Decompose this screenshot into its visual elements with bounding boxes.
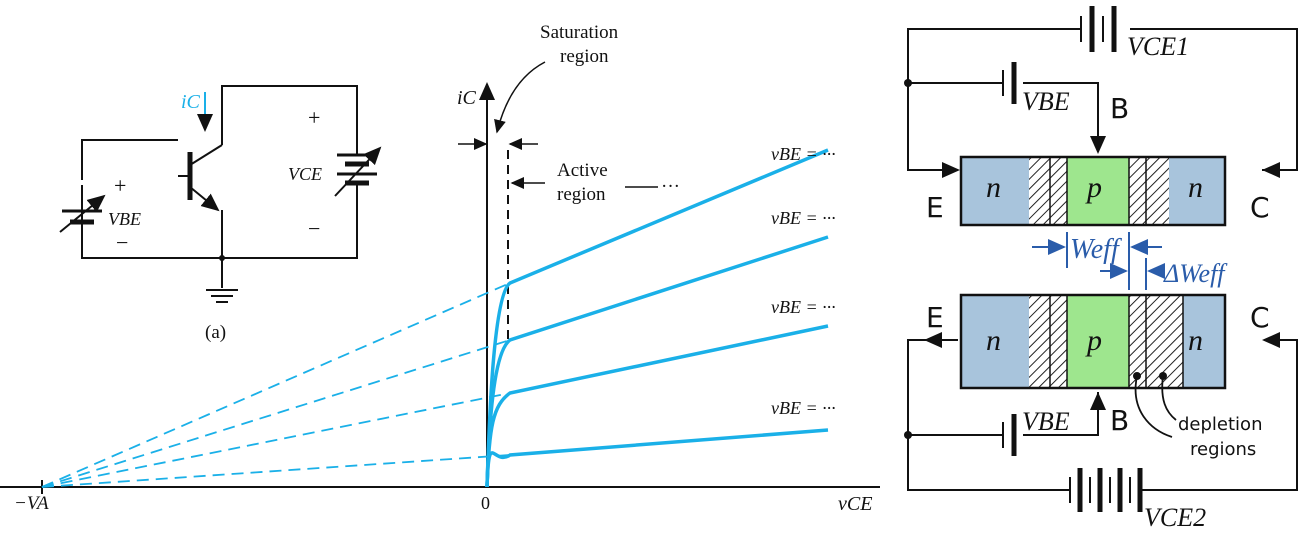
p-bottom: p bbox=[1085, 324, 1102, 357]
vce-label: VCE bbox=[288, 164, 322, 184]
n-left-top: n bbox=[986, 171, 1001, 204]
base-top-label: B bbox=[1110, 92, 1129, 125]
vbe-minus: − bbox=[116, 230, 128, 255]
vbe-label: VBE bbox=[108, 209, 141, 229]
transistor-top: VCE1 VBE B E C n p n bbox=[904, 6, 1298, 227]
width-markers: Weff ΔWeff bbox=[1032, 232, 1228, 290]
vbe-bottom-label: VBE bbox=[1022, 407, 1070, 436]
circuit-caption: (a) bbox=[205, 322, 226, 343]
vbe-top-label: VBE bbox=[1022, 87, 1070, 116]
saturation-label-1: Saturation bbox=[540, 22, 619, 43]
va-label: −VA bbox=[14, 493, 49, 514]
active-dots: ··· bbox=[661, 176, 680, 197]
depletion-label-1: depletion bbox=[1178, 414, 1262, 435]
weff-label: Weff bbox=[1070, 234, 1122, 265]
active-label-2: region bbox=[557, 184, 606, 205]
n-left-bottom: n bbox=[986, 324, 1001, 357]
active-label-1: Active bbox=[557, 160, 608, 181]
n-right-bottom: n bbox=[1188, 324, 1203, 357]
vce2-label: VCE2 bbox=[1144, 503, 1206, 532]
characteristic-curve-4 bbox=[485, 428, 829, 488]
p-top: p bbox=[1085, 171, 1102, 204]
n-right-top: n bbox=[1188, 171, 1203, 204]
delta-weff-label: ΔWeff bbox=[1163, 259, 1228, 288]
vce-plus: + bbox=[308, 105, 320, 130]
depletion-label-2: regions bbox=[1190, 439, 1256, 460]
ic-label: iC bbox=[181, 91, 201, 113]
extrapolation-line-1 bbox=[41, 282, 511, 488]
characteristic-graph: iC vCE 0 −VA Saturation region Active re… bbox=[0, 22, 880, 515]
vce1-label: VCE1 bbox=[1127, 32, 1189, 61]
vbe-plus: + bbox=[114, 173, 126, 198]
vce-minus: − bbox=[308, 216, 320, 241]
curve-label-4: vBE = ··· bbox=[771, 398, 836, 418]
extrapolation-line-3 bbox=[41, 392, 511, 488]
emitter-bottom-label: E bbox=[926, 301, 944, 334]
characteristic-curve-1 bbox=[485, 148, 829, 488]
extrapolation-line-2 bbox=[41, 339, 511, 488]
x-axis-label: vCE bbox=[838, 493, 872, 515]
curve-label-3: vBE = ··· bbox=[771, 297, 836, 317]
circuit-schematic: iC + VBE − + VCE − (a) bbox=[59, 85, 382, 343]
collector-top-label: C bbox=[1250, 191, 1270, 224]
extrapolation-line-4 bbox=[41, 454, 511, 488]
emitter-top-label: E bbox=[926, 191, 944, 224]
y-axis-label: iC bbox=[457, 87, 477, 109]
curve-label-1: vBE = ··· bbox=[771, 144, 836, 164]
base-bottom-label: B bbox=[1110, 404, 1129, 437]
collector-bottom-label: C bbox=[1250, 301, 1270, 334]
saturation-label-2: region bbox=[560, 46, 609, 67]
curve-label-2: vBE = ··· bbox=[771, 208, 836, 228]
transistor-bottom: E C n p n VBE B depletion regions VCE2 bbox=[904, 293, 1298, 532]
origin-label: 0 bbox=[481, 493, 490, 513]
